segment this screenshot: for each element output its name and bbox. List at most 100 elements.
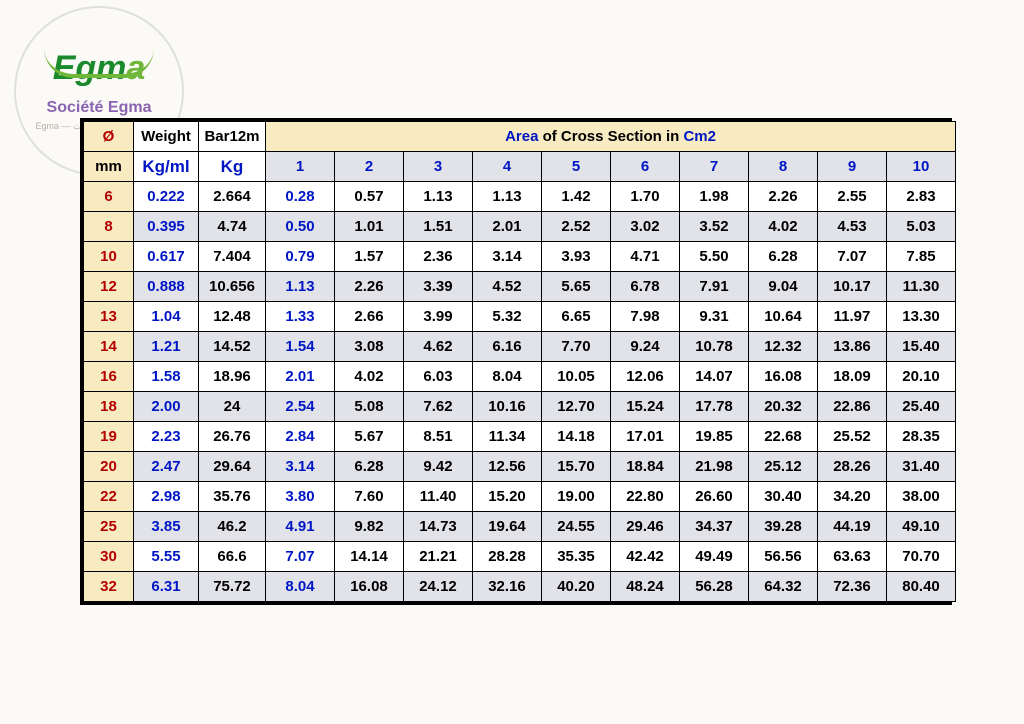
cell-weight: 0.395 xyxy=(134,212,199,242)
cell-diameter: 13 xyxy=(84,302,134,332)
cell-area: 49.10 xyxy=(887,512,956,542)
hdr-col-5: 5 xyxy=(542,152,611,182)
cell-bar: 26.76 xyxy=(199,422,266,452)
cell-area: 14.18 xyxy=(542,422,611,452)
cell-area: 34.20 xyxy=(818,482,887,512)
cell-bar: 14.52 xyxy=(199,332,266,362)
hdr-col-6: 6 xyxy=(611,152,680,182)
cell-diameter: 6 xyxy=(84,182,134,212)
cell-area: 26.60 xyxy=(680,482,749,512)
cell-area: 11.30 xyxy=(887,272,956,302)
cell-area: 3.80 xyxy=(266,482,335,512)
cell-area: 1.13 xyxy=(404,182,473,212)
cell-area: 5.65 xyxy=(542,272,611,302)
cell-area: 28.28 xyxy=(473,542,542,572)
table-row: 131.0412.481.332.663.995.326.657.989.311… xyxy=(84,302,956,332)
hdr-col-7: 7 xyxy=(680,152,749,182)
cell-area: 1.13 xyxy=(473,182,542,212)
cell-diameter: 16 xyxy=(84,362,134,392)
cell-area: 6.65 xyxy=(542,302,611,332)
cell-area: 10.64 xyxy=(749,302,818,332)
table-row: 161.5818.962.014.026.038.0410.0512.0614.… xyxy=(84,362,956,392)
cell-area: 24.55 xyxy=(542,512,611,542)
cell-area: 10.78 xyxy=(680,332,749,362)
cell-area: 13.86 xyxy=(818,332,887,362)
cell-area: 10.17 xyxy=(818,272,887,302)
cell-bar: 75.72 xyxy=(199,572,266,602)
cell-area: 22.86 xyxy=(818,392,887,422)
cell-area: 1.13 xyxy=(266,272,335,302)
table-row: 100.6177.4040.791.572.363.143.934.715.50… xyxy=(84,242,956,272)
cell-area: 25.52 xyxy=(818,422,887,452)
cell-bar: 24 xyxy=(199,392,266,422)
table-body: 60.2222.6640.280.571.131.131.421.701.982… xyxy=(84,182,956,602)
logo-company-name: Société Egma xyxy=(47,99,152,117)
table-row: 120.88810.6561.132.263.394.525.656.787.9… xyxy=(84,272,956,302)
cell-area: 15.70 xyxy=(542,452,611,482)
cell-area: 4.02 xyxy=(749,212,818,242)
cell-area: 14.73 xyxy=(404,512,473,542)
cell-area: 19.64 xyxy=(473,512,542,542)
table-row: 305.5566.67.0714.1421.2128.2835.3542.424… xyxy=(84,542,956,572)
hdr-diameter-unit: mm xyxy=(84,152,134,182)
hdr-col-9: 9 xyxy=(818,152,887,182)
cell-area: 72.36 xyxy=(818,572,887,602)
cell-area: 4.52 xyxy=(473,272,542,302)
cell-bar: 4.74 xyxy=(199,212,266,242)
cell-area: 2.36 xyxy=(404,242,473,272)
cell-area: 12.06 xyxy=(611,362,680,392)
cell-area: 4.91 xyxy=(266,512,335,542)
hdr-area-pre: Area xyxy=(505,128,538,145)
cell-area: 21.98 xyxy=(680,452,749,482)
cell-area: 15.24 xyxy=(611,392,680,422)
cell-diameter: 14 xyxy=(84,332,134,362)
cell-area: 5.67 xyxy=(335,422,404,452)
cell-area: 1.54 xyxy=(266,332,335,362)
cell-area: 2.84 xyxy=(266,422,335,452)
cell-area: 12.56 xyxy=(473,452,542,482)
cell-area: 17.01 xyxy=(611,422,680,452)
cell-diameter: 20 xyxy=(84,452,134,482)
cell-bar: 12.48 xyxy=(199,302,266,332)
cell-area: 2.55 xyxy=(818,182,887,212)
cell-area: 3.14 xyxy=(473,242,542,272)
cell-area: 42.42 xyxy=(611,542,680,572)
cell-area: 19.00 xyxy=(542,482,611,512)
table-row: 80.3954.740.501.011.512.012.523.023.524.… xyxy=(84,212,956,242)
cell-area: 10.16 xyxy=(473,392,542,422)
cell-area: 12.32 xyxy=(749,332,818,362)
cell-area: 3.08 xyxy=(335,332,404,362)
cell-area: 15.20 xyxy=(473,482,542,512)
cell-bar: 35.76 xyxy=(199,482,266,512)
cell-area: 9.82 xyxy=(335,512,404,542)
cell-weight: 5.55 xyxy=(134,542,199,572)
cell-area: 3.39 xyxy=(404,272,473,302)
cell-area: 7.07 xyxy=(266,542,335,572)
table-row: 141.2114.521.543.084.626.167.709.2410.78… xyxy=(84,332,956,362)
cell-area: 16.08 xyxy=(749,362,818,392)
cell-weight: 2.23 xyxy=(134,422,199,452)
cell-weight: 1.04 xyxy=(134,302,199,332)
cell-bar: 66.6 xyxy=(199,542,266,572)
table-row: 326.3175.728.0416.0824.1232.1640.2048.24… xyxy=(84,572,956,602)
cell-area: 24.12 xyxy=(404,572,473,602)
hdr-col-4: 4 xyxy=(473,152,542,182)
cell-area: 20.10 xyxy=(887,362,956,392)
cell-area: 4.71 xyxy=(611,242,680,272)
cell-area: 44.19 xyxy=(818,512,887,542)
cell-area: 0.57 xyxy=(335,182,404,212)
cell-area: 9.31 xyxy=(680,302,749,332)
cell-weight: 0.222 xyxy=(134,182,199,212)
cell-area: 3.52 xyxy=(680,212,749,242)
cell-area: 70.70 xyxy=(887,542,956,572)
cell-area: 2.83 xyxy=(887,182,956,212)
cell-area: 1.98 xyxy=(680,182,749,212)
cell-area: 80.40 xyxy=(887,572,956,602)
cell-area: 7.85 xyxy=(887,242,956,272)
cell-area: 2.26 xyxy=(749,182,818,212)
cell-area: 16.08 xyxy=(335,572,404,602)
cell-area: 5.03 xyxy=(887,212,956,242)
cell-bar: 29.64 xyxy=(199,452,266,482)
cell-weight: 2.98 xyxy=(134,482,199,512)
cell-area: 32.16 xyxy=(473,572,542,602)
